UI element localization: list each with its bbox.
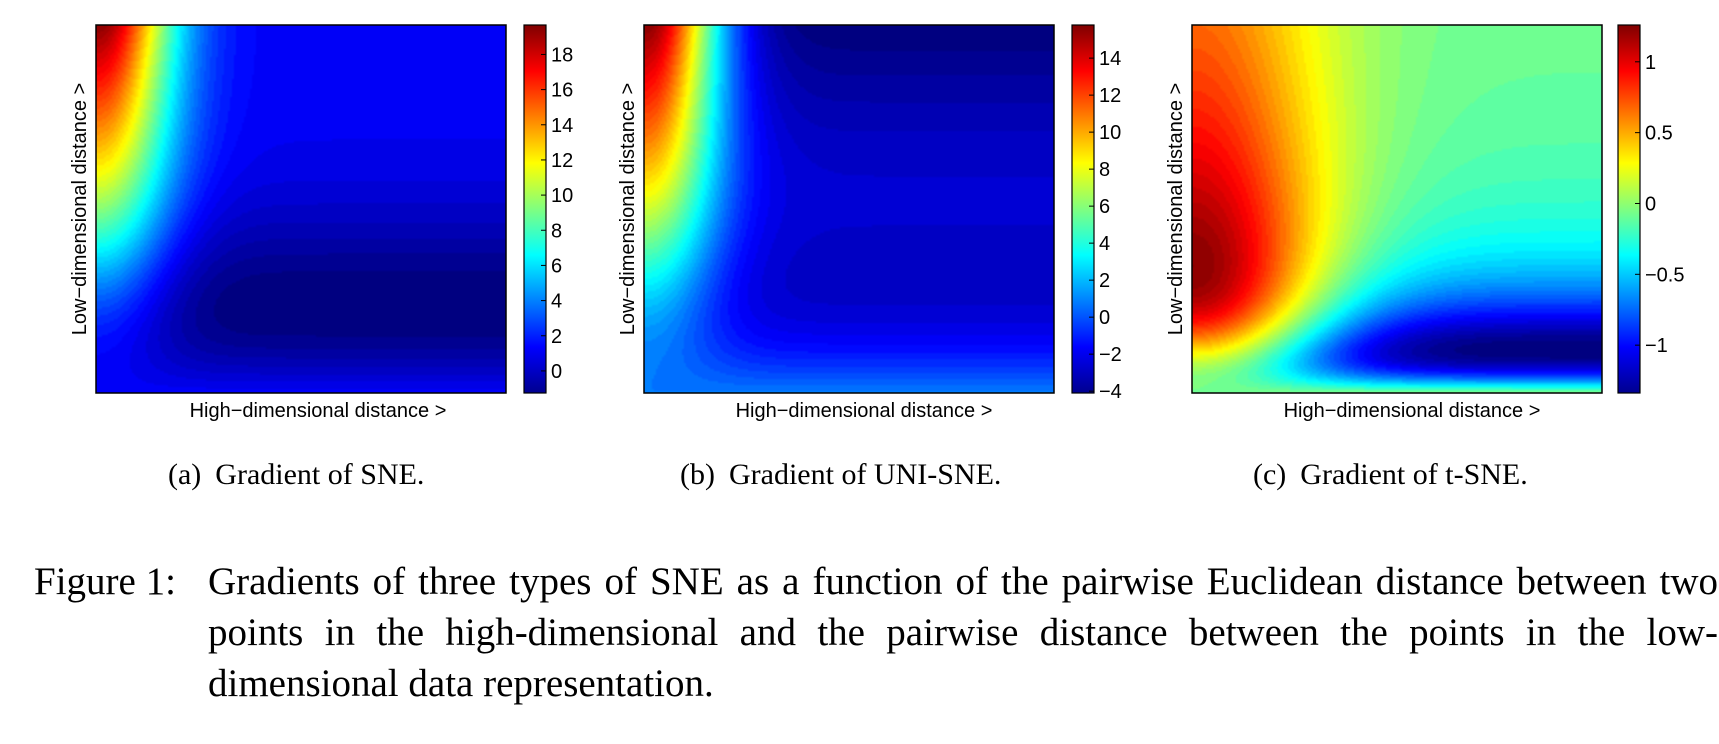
colorbar-tick-label-c-3: 0.5 bbox=[1645, 123, 1673, 145]
figure-caption-label: Figure 1: bbox=[34, 560, 176, 603]
colorbar-tick-label-c-4: 1 bbox=[1645, 52, 1656, 74]
xlabel-c: High−dimensional distance > bbox=[1284, 400, 1541, 422]
colorbar-tick-label-b-6: 8 bbox=[1099, 159, 1110, 181]
ylabel-c: Low−dimensional distance > bbox=[1165, 83, 1187, 335]
colorbar-tick-label-a-3: 6 bbox=[551, 255, 562, 277]
caption-a-text: Gradient of SNE. bbox=[215, 458, 425, 491]
caption-c: (c) Gradient of t-SNE. bbox=[1253, 458, 1528, 492]
colorbar-tick-label-c-1: −0.5 bbox=[1645, 264, 1684, 286]
colorbar-tick-label-c-2: 0 bbox=[1645, 193, 1656, 215]
colorbar-tick-label-a-8: 16 bbox=[551, 80, 573, 102]
colorbar-a bbox=[523, 24, 547, 394]
colorbar-tick-label-a-1: 2 bbox=[551, 326, 562, 348]
plot-frame-b bbox=[643, 24, 1055, 394]
caption-c-tag: (c) bbox=[1253, 458, 1287, 491]
colorbar-tick-label-a-6: 12 bbox=[551, 150, 573, 172]
caption-a: (a) Gradient of SNE. bbox=[168, 458, 424, 492]
colorbar-ticks-b: −4 −2 0 2 4 6 8 10 12 14 bbox=[1089, 48, 1122, 403]
ylabel-b: Low−dimensional distance > bbox=[617, 83, 639, 335]
colorbar-tick-label-c-0: −1 bbox=[1645, 335, 1668, 357]
figure-caption-text: Gradients of three types of SNE as a fun… bbox=[208, 560, 1718, 705]
colorbar-tick-label-b-9: 14 bbox=[1099, 48, 1121, 70]
panel-c: Low−dimensional distance > High−dimensio… bbox=[1165, 24, 1684, 422]
heatmap-b bbox=[644, 25, 1054, 393]
colorbar-tick-label-a-5: 10 bbox=[551, 185, 573, 207]
xlabel-b: High−dimensional distance > bbox=[736, 400, 993, 422]
caption-a-tag: (a) bbox=[168, 458, 202, 491]
colorbar-c bbox=[1617, 24, 1641, 394]
xlabel-a: High−dimensional distance > bbox=[190, 400, 447, 422]
caption-b-tag: (b) bbox=[680, 458, 715, 491]
plot-frame-c bbox=[1191, 24, 1603, 394]
panel-b: Low−dimensional distance > High−dimensio… bbox=[617, 24, 1122, 422]
colorbar-tick-label-b-7: 10 bbox=[1099, 122, 1121, 144]
colorbar-tick-label-a-9: 18 bbox=[551, 44, 573, 66]
colorbar-tick-label-b-2: 0 bbox=[1099, 307, 1110, 329]
colorbar-b bbox=[1071, 24, 1095, 394]
colorbar-tick-label-b-0: −4 bbox=[1099, 381, 1122, 403]
plot-frame-a bbox=[95, 24, 507, 394]
colorbar-tick-label-a-7: 14 bbox=[551, 115, 573, 137]
panel-a: Low−dimensional distance > High−dimensio… bbox=[69, 24, 573, 422]
colorbar-ticks-a: 0 2 4 6 8 10 12 14 16 18 bbox=[541, 44, 573, 383]
colorbar-tick-label-b-3: 2 bbox=[1099, 270, 1110, 292]
colorbar-tick-label-b-4: 4 bbox=[1099, 233, 1110, 255]
heatmap-c bbox=[1192, 25, 1602, 393]
colorbar-tick-label-b-1: −2 bbox=[1099, 344, 1122, 366]
colorbar-tick-label-b-8: 12 bbox=[1099, 85, 1121, 107]
heatmap-a bbox=[96, 25, 506, 393]
figure: Low−dimensional distance > High−dimensio… bbox=[69, 24, 1684, 422]
ylabel-a: Low−dimensional distance > bbox=[69, 83, 91, 335]
colorbar-tick-label-a-2: 4 bbox=[551, 291, 562, 313]
colorbar-tick-label-a-0: 0 bbox=[551, 361, 562, 383]
caption-c-text: Gradient of t-SNE. bbox=[1300, 458, 1528, 491]
colorbar-tick-label-b-5: 6 bbox=[1099, 196, 1110, 218]
caption-b: (b) Gradient of UNI-SNE. bbox=[680, 458, 1001, 492]
colorbar-ticks-c: −1 −0.5 0 0.5 1 bbox=[1635, 52, 1684, 357]
caption-b-text: Gradient of UNI-SNE. bbox=[728, 458, 1002, 491]
colorbar-tick-label-a-4: 8 bbox=[551, 220, 562, 242]
